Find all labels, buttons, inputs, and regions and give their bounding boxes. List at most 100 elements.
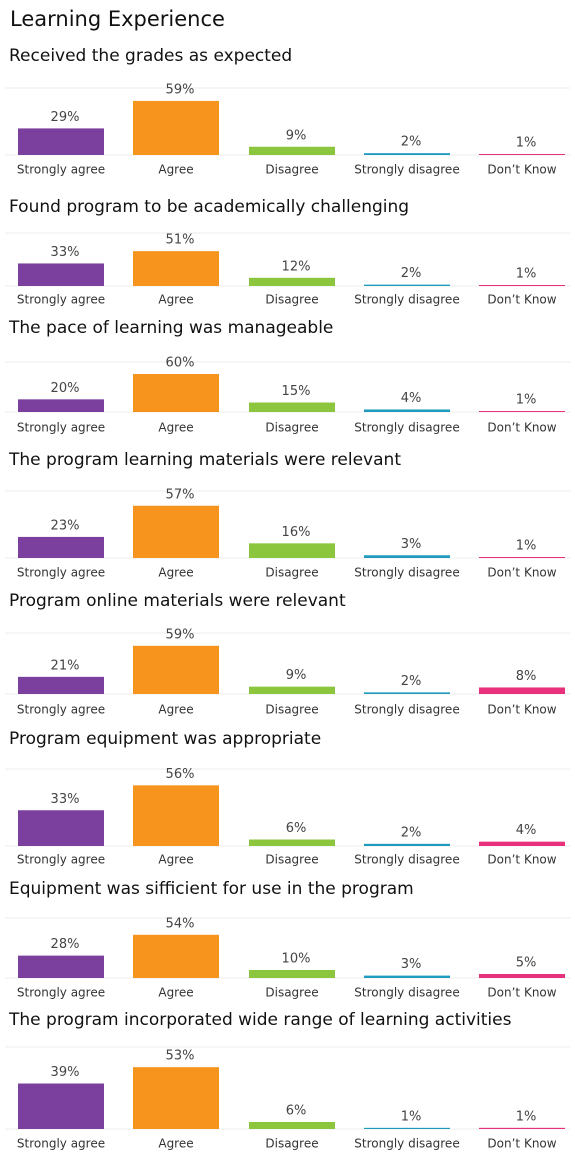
bar [133,374,219,412]
value-label: 57% [166,487,195,502]
value-label: 10% [282,952,311,967]
value-label: 51% [166,233,195,248]
bar [133,785,219,846]
value-label: 2% [401,135,422,150]
bar [479,687,565,694]
value-label: 1% [516,136,537,151]
value-label: 39% [51,1065,80,1080]
category-label: Disagree [265,1137,318,1151]
category-label: Strongly agree [17,853,105,867]
category-label: Strongly agree [17,703,105,717]
category-label: Strongly disagree [354,293,459,307]
bar [18,128,104,155]
value-label: 1% [516,1109,537,1124]
category-label: Strongly disagree [354,1137,459,1151]
category-label: Agree [158,853,193,867]
category-label: Agree [158,566,193,580]
category-label: Agree [158,293,193,307]
bar [249,1122,335,1129]
bar-chart: Received the grades as expected 29% Strong… [5,46,570,177]
value-label: 8% [516,669,537,684]
category-label: Strongly agree [17,293,105,307]
value-label: 53% [166,1049,195,1064]
category-label: Strongly agree [17,421,105,435]
bar-chart: The pace of learning was manageable 20% St… [5,318,570,435]
value-label: 59% [166,82,195,97]
chart-title: The program learning materials were rele… [8,450,401,470]
bar [479,1127,565,1129]
bar [249,543,335,558]
bar [364,555,450,558]
value-label: 20% [51,381,80,396]
category-label: Disagree [265,421,318,435]
category-label: Strongly disagree [354,163,459,177]
bar-chart: The program learning materials were rele… [5,450,570,580]
value-label: 1% [516,393,537,408]
bar [249,277,335,286]
bar [479,154,565,155]
bar [364,1127,450,1129]
category-label: Strongly agree [17,566,105,580]
bar-chart: Found program to be academically challen… [5,197,570,307]
value-label: 2% [401,266,422,281]
value-label: 3% [401,537,422,552]
bar [18,536,104,558]
bar [18,1083,104,1129]
bar [133,1067,219,1129]
value-label: 9% [286,668,307,683]
bar [249,146,335,155]
category-label: Strongly disagree [354,853,459,867]
value-label: 4% [516,823,537,838]
category-label: Don’t Know [487,421,556,435]
chart-title: Program online materials were relevant [9,591,346,611]
bar [133,100,219,155]
value-label: 33% [51,245,80,260]
bar [133,645,219,694]
value-label: 2% [401,674,422,689]
value-label: 1% [516,267,537,282]
category-label: Strongly agree [17,163,105,177]
value-label: 29% [51,110,80,125]
chart-title: Received the grades as expected [9,46,292,66]
category-label: Agree [158,986,193,1000]
bar [249,839,335,846]
category-label: Disagree [265,293,318,307]
bar [364,975,450,978]
bar [249,402,335,412]
bar [18,955,104,978]
value-label: 1% [516,539,537,554]
bar [18,263,104,286]
value-label: 28% [51,937,80,952]
chart-title: Found program to be academically challen… [9,197,409,217]
bar [479,285,565,286]
category-label: Agree [158,703,193,717]
category-label: Strongly disagree [354,986,459,1000]
category-label: Agree [158,1137,193,1151]
category-label: Agree [158,421,193,435]
value-label: 4% [401,391,422,406]
category-label: Don’t Know [487,1137,556,1151]
category-label: Disagree [265,986,318,1000]
bar [249,686,335,694]
value-label: 6% [286,821,307,836]
chart-title: Equipment was sifficient for use in the … [9,879,414,899]
bar [479,411,565,412]
value-label: 56% [166,767,195,782]
bar [364,843,450,846]
category-label: Agree [158,163,193,177]
category-label: Strongly agree [17,1137,105,1151]
value-label: 12% [282,259,311,274]
bar [479,974,565,978]
bar [364,284,450,286]
category-label: Disagree [265,163,318,177]
value-label: 5% [516,956,537,971]
category-label: Don’t Know [487,853,556,867]
bar [364,409,450,412]
bar [133,251,219,286]
bar [18,810,104,846]
value-label: 33% [51,792,80,807]
bar-chart: The program incorporated wide range of l… [5,1010,570,1151]
category-label: Strongly disagree [354,421,459,435]
chart-title: The pace of learning was manageable [8,318,333,338]
